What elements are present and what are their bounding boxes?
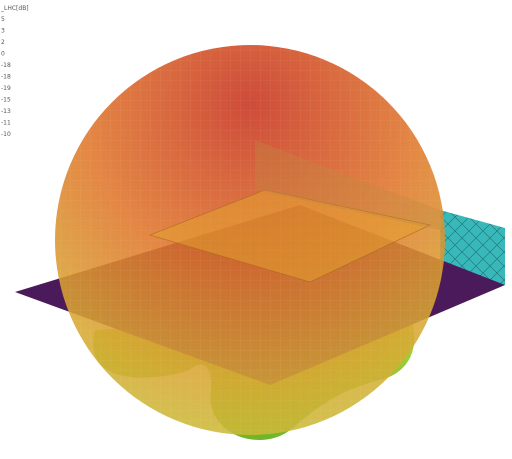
legend-label: -18 [1,74,11,81]
legend-label: -19 [1,85,11,92]
legend-label: -13 [1,108,11,115]
legend-label: -15 [1,97,11,104]
legend-label: 2 [1,39,5,46]
legend-labels: 5 3 2 0 -18 -18 -19 -15 -13 -11 -10 [1,16,11,138]
legend-label: -11 [1,120,11,127]
legend-label: 0 [1,51,5,58]
legend-label: -10 [1,131,11,138]
legend-title: _LHC[dB] [0,5,29,12]
legend-label: -18 [1,62,11,69]
legend-label: 3 [1,28,5,35]
legend: _LHC[dB] 5 3 2 0 -18 -18 -19 -15 -13 -11 -10 [0,5,29,138]
inner-plane [149,189,431,283]
vertical-plane [255,140,440,230]
legend-label: 5 [1,16,5,23]
